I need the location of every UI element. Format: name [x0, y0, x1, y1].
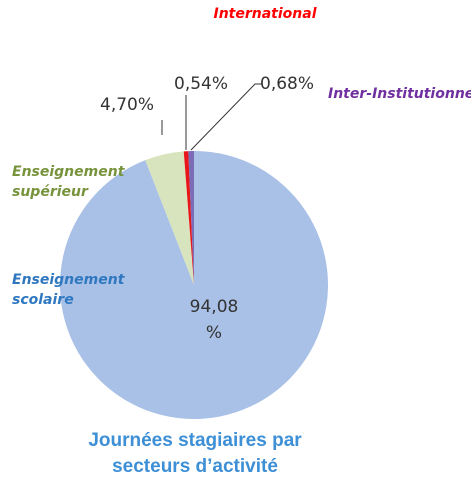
- category-label: Enseignement scolaire: [12, 272, 125, 308]
- category-label: International: [213, 6, 317, 22]
- data-label: 0,54%: [174, 74, 229, 94]
- data-label: 0,68%: [260, 74, 315, 94]
- category-label: Inter-Institutionnel: [328, 86, 471, 102]
- leader-line: [190, 83, 262, 151]
- data-label: 4,70%: [100, 95, 155, 115]
- pie-slice: [183, 151, 194, 285]
- pie-slice: [188, 151, 194, 285]
- pie-slice: [59, 151, 328, 419]
- category-label: Enseignement supérieur: [12, 164, 125, 200]
- chart-title: Journées stagiaires par secteurs d’activ…: [88, 430, 302, 477]
- pie-slice: [145, 151, 194, 285]
- data-label: 94,08 %: [189, 297, 239, 343]
